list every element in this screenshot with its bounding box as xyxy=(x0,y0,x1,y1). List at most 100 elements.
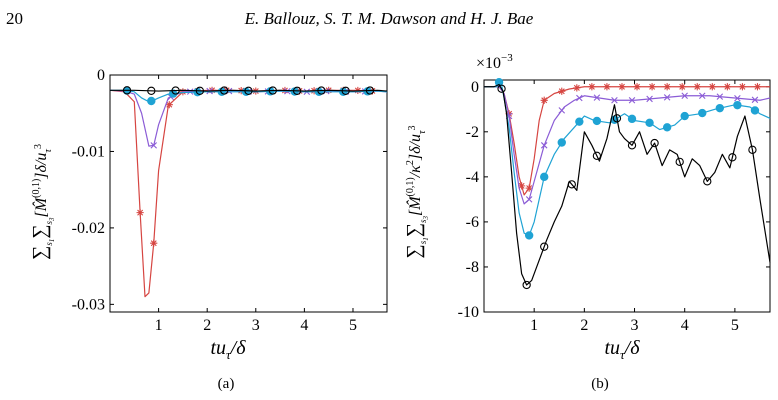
panel-b-series-marker xyxy=(645,118,654,127)
panel-a-plot-area: 1 2 3 4 5 0 -0.01 -0.02 -0.03 xyxy=(72,67,388,334)
panel-a-ytick-label: -0.01 xyxy=(72,143,105,160)
panel-a-series-marker xyxy=(171,86,180,95)
panel-a-xtick-label: 1 xyxy=(155,317,163,334)
panel-b-series-marker xyxy=(592,116,602,126)
panel-b-ytick-label: -6 xyxy=(466,214,479,231)
panel-a-ytick-label: -0.03 xyxy=(72,296,105,313)
panel-b-series-marker xyxy=(497,84,506,93)
panel-a-series-marker xyxy=(136,209,144,217)
panel-b-series-marker xyxy=(733,100,742,110)
panel-a-series-marker xyxy=(268,86,277,95)
page-number: 20 xyxy=(6,9,23,28)
panel-a-ylabel: ∑s1∑s3[M̂(0,1)]δ/uτ3 xyxy=(29,144,56,260)
panel-b-series-marker xyxy=(708,83,716,91)
panel-a-series-marker xyxy=(341,86,350,95)
panel-b-series-marker xyxy=(612,114,622,123)
panel-b-xtick-label: 2 xyxy=(580,317,588,334)
panel-a-series-marker xyxy=(165,101,173,109)
panel-b-xlabel: tuτ/δ xyxy=(604,337,640,362)
panel-b-series-marker xyxy=(540,242,549,251)
panel-b-series-marker xyxy=(567,180,576,189)
panel-b-series-marker xyxy=(611,97,618,104)
panel-b-series-marker xyxy=(588,83,596,91)
panel-b-ytick-label: -4 xyxy=(466,169,479,186)
panel-b-series-marker xyxy=(592,151,602,160)
panel-b-series-2 xyxy=(484,78,771,240)
panel-b-series-marker xyxy=(593,94,601,101)
panel-b-series-marker xyxy=(646,95,653,103)
panel-b-ytick-label: -2 xyxy=(466,124,479,141)
panel-b-series-marker xyxy=(573,84,581,92)
panel-b-ylabel: ∑s1∑s3[M̂(0,1)/κ2]δ/uτ3 xyxy=(403,125,430,258)
panel-a-series-marker xyxy=(365,86,375,95)
panel-b-ytick-label: -10 xyxy=(458,304,479,321)
panel-b-series-marker xyxy=(750,106,760,115)
panel-b-series-marker xyxy=(518,182,526,190)
panel-b-series-marker xyxy=(627,141,637,150)
panel-a-xtick-label: 3 xyxy=(252,317,260,334)
panel-b-series-marker xyxy=(558,107,566,114)
panel-a-series-line xyxy=(109,89,387,298)
panel-a-series-marker xyxy=(122,86,132,95)
panel-a-series-marker xyxy=(292,86,302,95)
panel-b-series-marker xyxy=(738,83,747,91)
panel-a-series-marker xyxy=(220,86,229,95)
panel-b-series-marker xyxy=(633,83,641,91)
panel-b: ∑s1∑s3[M̂(0,1)/κ2]δ/uτ3 ×10−3 1 2 3 4 5 0 -2 -4… xyxy=(403,52,771,392)
panel-b-series-line xyxy=(484,86,771,205)
panel-b-axes-frame xyxy=(483,79,771,313)
panel-b-series-marker xyxy=(558,87,566,95)
svg-text:∑s1∑s3[M̂(0,1)]δ/uτ3: ∑s1∑s3[M̂(0,1)]δ/uτ3 xyxy=(29,144,56,260)
panel-a: ∑s1∑s3[M̂(0,1)]δ/uτ3 1 2 3 4 5 0 -0.01 -0.02 -0.… xyxy=(29,67,388,392)
panel-b-series-line xyxy=(484,81,771,237)
panel-b-series-marker xyxy=(675,157,684,166)
panel-b-series-marker xyxy=(603,83,611,91)
panel-b-series-marker xyxy=(698,92,706,100)
panel-b-series-line xyxy=(484,83,771,286)
running-header: E. Ballouz, S. T. M. Dawson and H. J. Ba… xyxy=(244,9,534,28)
panel-b-series-marker xyxy=(525,184,533,192)
panel-b-series-marker xyxy=(540,96,548,104)
panel-b-series-marker xyxy=(715,103,725,113)
panel-b-series-marker xyxy=(716,93,724,100)
panel-b-series-marker xyxy=(524,231,534,240)
panel-b-series-marker xyxy=(663,94,671,101)
panel-a-xtick-label: 4 xyxy=(300,317,308,334)
panel-a-series-line xyxy=(110,89,388,92)
panel-a-xtick-label: 5 xyxy=(349,317,357,334)
panel-a-series-0 xyxy=(109,86,387,298)
panel-b-series-marker xyxy=(522,280,531,290)
panel-b-series-marker xyxy=(627,114,637,124)
panel-b-series-marker xyxy=(751,96,759,104)
panel-a-axes-frame xyxy=(109,74,388,313)
panel-b-series-marker xyxy=(748,145,757,154)
panel-b-series-marker xyxy=(557,138,566,147)
panel-a-series-marker xyxy=(317,86,326,95)
panel-b-series-3 xyxy=(484,83,771,290)
panel-b-series-marker xyxy=(703,177,712,186)
panel-a-xtick-label: 2 xyxy=(203,317,211,334)
panel-b-caption: (b) xyxy=(591,376,609,392)
panel-b-xtick-label: 3 xyxy=(631,317,639,334)
panel-b-xtick-label: 1 xyxy=(530,317,538,334)
panel-a-xlabel: tuτ/δ xyxy=(210,337,246,362)
panel-b-series-marker xyxy=(663,83,671,91)
panel-b-xtick-label: 5 xyxy=(731,317,739,334)
panel-b-series-marker xyxy=(648,83,656,91)
panel-b-series-marker xyxy=(540,172,549,182)
panel-b-series-marker xyxy=(575,117,584,126)
panel-a-series-marker xyxy=(150,142,158,149)
panel-b-xtick-label: 4 xyxy=(681,317,689,334)
panel-b-series-marker xyxy=(678,83,686,91)
panel-b-ytick-label: 0 xyxy=(471,79,479,96)
panel-a-caption: (a) xyxy=(218,376,235,392)
panel-b-series-marker xyxy=(662,123,672,132)
panel-b-series-marker xyxy=(680,111,689,121)
panel-b-series-marker xyxy=(728,153,737,162)
panel-b-plot-area: 1 2 3 4 5 0 -2 -4 -6 -8 -10 xyxy=(458,78,771,334)
panel-b-series-marker xyxy=(681,92,688,100)
panel-b-series-1 xyxy=(484,86,771,205)
panel-b-series-marker xyxy=(734,94,741,102)
panel-b-series-marker xyxy=(540,142,548,149)
